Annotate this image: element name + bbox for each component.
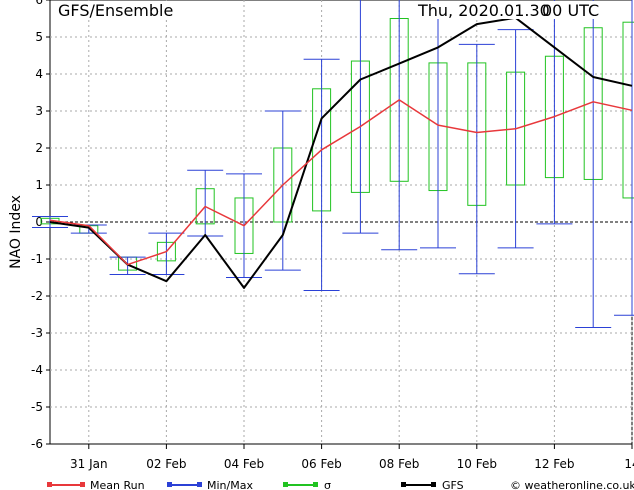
- legend-gfs-marker: [401, 482, 406, 487]
- x-tick-label: 02 Feb: [146, 457, 186, 471]
- x-tick-label: 08 Feb: [379, 457, 419, 471]
- x-tick-label: 14: [624, 457, 634, 471]
- y-tick-label: 4: [35, 67, 43, 81]
- legend-sigma-marker: [283, 482, 288, 487]
- y-tick-label: -6: [31, 437, 43, 451]
- title-background: [54, 1, 214, 19]
- y-tick-label: 2: [35, 141, 43, 155]
- y-tick-label: -2: [31, 289, 43, 303]
- legend-sigma-marker-end: [313, 482, 318, 487]
- x-tick-label: 04 Feb: [224, 457, 264, 471]
- legend-mean-marker-end: [80, 482, 85, 487]
- mean-run-line: [49, 99, 633, 266]
- legend-gfs-label: GFS: [442, 479, 464, 490]
- x-axis: 31 Jan 02 Feb 04 Feb 06 Feb 08 Feb 10 Feb 12 F…: [70, 444, 634, 471]
- legend: Mean Run Min/Max σ GFS © weatheronline.c…: [47, 479, 634, 490]
- legend-minmax-label: Min/Max: [207, 479, 253, 490]
- x-tick-label: 12 Feb: [534, 457, 574, 471]
- legend-gfs-marker-end: [431, 482, 436, 487]
- legend-minmax-marker-end: [197, 482, 202, 487]
- chart-title: GFS/Ensemble: [58, 1, 173, 20]
- legend-sigma-label: σ: [324, 479, 331, 490]
- y-tick-label: 6: [35, 0, 43, 7]
- run-cycle: 00 UTC: [542, 1, 599, 20]
- run-date: Thu, 2020.01.30: [417, 1, 550, 20]
- y-tick-label: 1: [35, 178, 43, 192]
- y-tick-label: -3: [31, 326, 43, 340]
- series-lines: [49, 16, 633, 289]
- legend-mean-marker: [47, 482, 52, 487]
- run-background: [412, 1, 608, 19]
- y-tick-label: -4: [31, 363, 43, 377]
- y-axis: 6 5 4 3 2 1 0 -1 -2 -3 -4 -5 -6: [31, 0, 50, 451]
- minmax-whiskers: [32, 0, 634, 328]
- y-tick-label: 5: [35, 30, 43, 44]
- y-axis-label: NAO Index: [8, 195, 24, 269]
- y-tick-label: 0: [35, 215, 43, 229]
- y-tick-label: -1: [31, 252, 43, 266]
- legend-minmax-marker: [167, 482, 172, 487]
- y-tick-label: -5: [31, 400, 43, 414]
- x-tick-label: 10 Feb: [457, 457, 497, 471]
- legend-mean-label: Mean Run: [90, 479, 145, 490]
- x-tick-label: 06 Feb: [301, 457, 341, 471]
- x-tick-label: 31 Jan: [70, 457, 108, 471]
- gfs-line: [49, 16, 633, 289]
- credit-text: © weatheronline.co.uk: [510, 479, 634, 490]
- y-tick-label: 3: [35, 104, 43, 118]
